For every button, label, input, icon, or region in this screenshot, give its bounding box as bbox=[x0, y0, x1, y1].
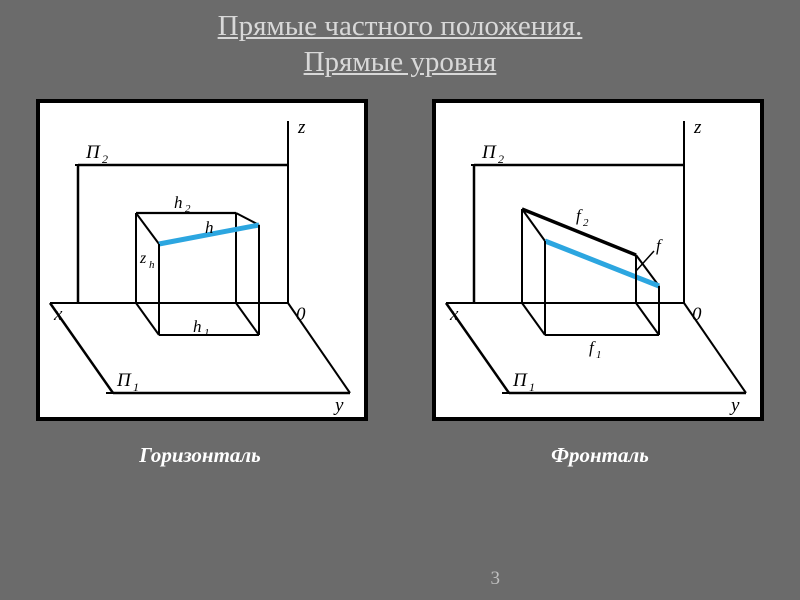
svg-text:1: 1 bbox=[204, 327, 210, 339]
svg-text:z: z bbox=[139, 250, 147, 267]
svg-text:1: 1 bbox=[133, 380, 139, 394]
caption-frontal: Фронталь bbox=[434, 443, 766, 468]
caption-horizontal: Горизонталь bbox=[34, 443, 366, 468]
svg-text:П: П bbox=[512, 370, 528, 391]
svg-text:z: z bbox=[297, 117, 306, 138]
svg-text:2: 2 bbox=[583, 217, 589, 229]
svg-text:2: 2 bbox=[185, 203, 191, 215]
svg-text:x: x bbox=[53, 304, 63, 325]
svg-text:П: П bbox=[481, 142, 497, 163]
svg-text:2: 2 bbox=[498, 152, 504, 166]
title-line-1: Прямые частного положения. bbox=[0, 8, 800, 44]
svg-text:f: f bbox=[656, 236, 663, 255]
svg-text:1: 1 bbox=[529, 380, 535, 394]
svg-text:0: 0 bbox=[692, 304, 702, 325]
panels-row: z x y 0 П 2 П 1 h 2 h z h h 1 bbox=[0, 93, 800, 421]
title-line-2: Прямые уровня bbox=[0, 44, 800, 80]
svg-text:y: y bbox=[333, 395, 344, 416]
svg-text:h: h bbox=[174, 193, 183, 212]
svg-text:y: y bbox=[729, 395, 740, 416]
diagram-frontal: z x y 0 П 2 П 1 f 2 f f 1 bbox=[436, 103, 760, 417]
svg-text:П: П bbox=[116, 370, 132, 391]
diagram-horizontal: z x y 0 П 2 П 1 h 2 h z h h 1 bbox=[40, 103, 364, 417]
svg-text:П: П bbox=[85, 142, 101, 163]
svg-text:f: f bbox=[576, 206, 583, 225]
panel-horizontal: z x y 0 П 2 П 1 h 2 h z h h 1 bbox=[36, 99, 368, 421]
svg-text:h: h bbox=[193, 317, 202, 336]
svg-text:h: h bbox=[205, 218, 214, 237]
svg-text:0: 0 bbox=[296, 304, 306, 325]
svg-text:h: h bbox=[149, 259, 155, 271]
panel-frontal: z x y 0 П 2 П 1 f 2 f f 1 bbox=[432, 99, 764, 421]
svg-text:1: 1 bbox=[596, 349, 602, 361]
svg-text:z: z bbox=[693, 117, 702, 138]
captions-row: Горизонталь Фронталь bbox=[0, 421, 800, 468]
svg-text:2: 2 bbox=[102, 152, 108, 166]
svg-text:x: x bbox=[449, 304, 459, 325]
page-number: 3 bbox=[491, 568, 501, 590]
title: Прямые частного положения. Прямые уровня bbox=[0, 0, 800, 93]
svg-text:f: f bbox=[589, 338, 596, 357]
